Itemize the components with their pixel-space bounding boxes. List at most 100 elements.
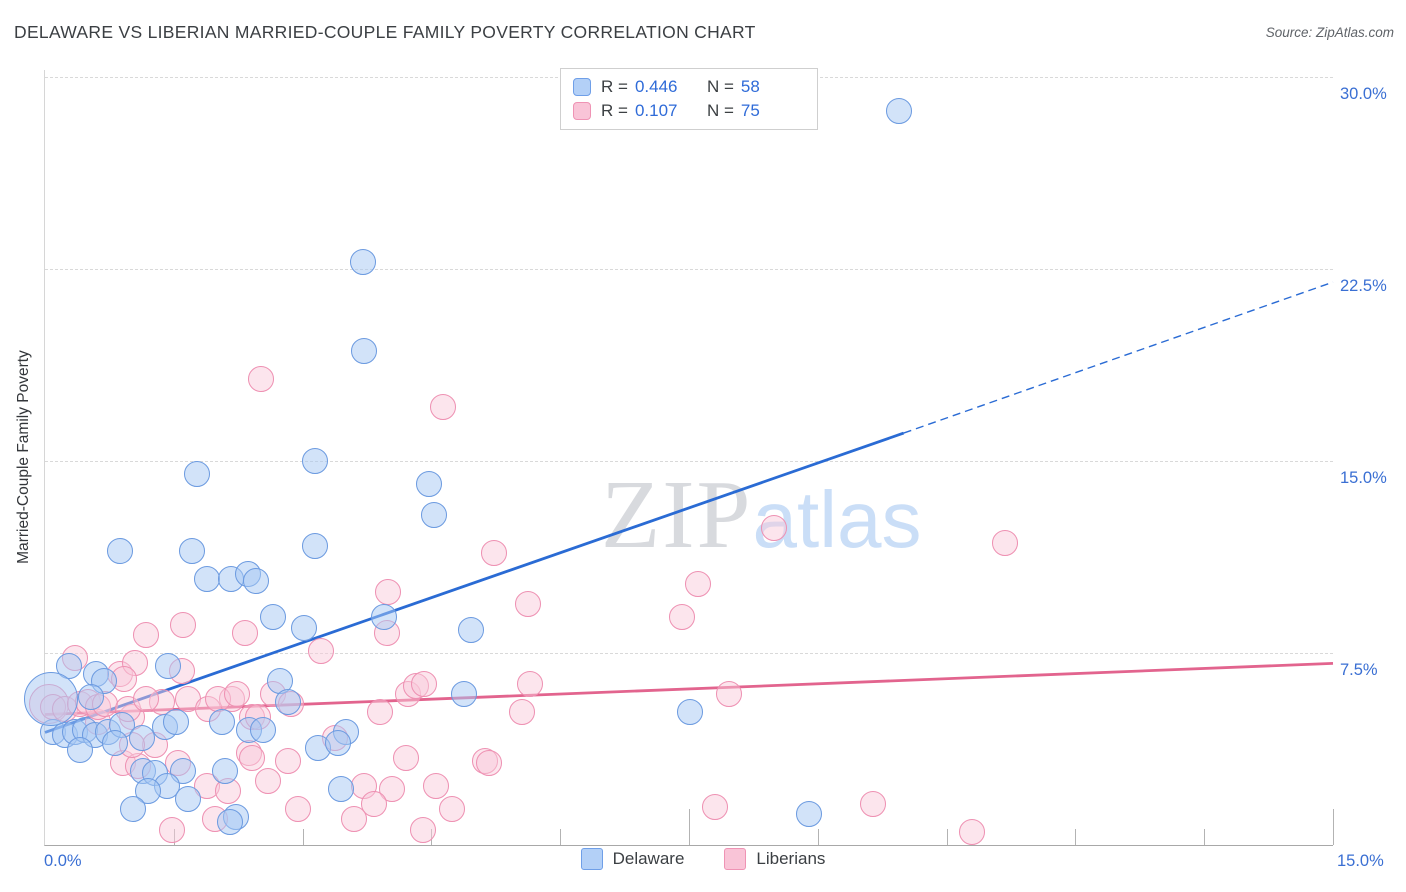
- r-label: R =: [601, 77, 628, 96]
- gridline-7.5%: [45, 653, 1333, 655]
- data-point-liberians: [422, 773, 449, 800]
- page-title: DELAWARE VS LIBERIAN MARRIED-COUPLE FAMI…: [14, 22, 756, 42]
- data-point-liberians: [958, 819, 985, 846]
- data-point-liberians: [859, 791, 886, 818]
- legend-item-delaware: Delaware: [580, 848, 685, 870]
- data-point-liberians: [515, 591, 542, 618]
- y-tick-label: 22.5%: [1340, 277, 1387, 296]
- data-point-delaware: [371, 604, 398, 631]
- data-point-delaware: [67, 737, 94, 764]
- x-tick: [946, 829, 948, 845]
- source-attribution: Source: ZipAtlas.com: [1265, 25, 1394, 40]
- delaware-swatch-icon: [573, 78, 591, 96]
- x-tick: [560, 829, 562, 845]
- data-point-delaware: [250, 716, 277, 743]
- data-point-liberians: [439, 796, 465, 823]
- data-point-delaware: [162, 709, 189, 736]
- data-point-delaware: [178, 537, 205, 564]
- liberians-swatch-icon: [724, 848, 747, 870]
- data-point-liberians: [232, 619, 259, 646]
- data-point-delaware: [120, 796, 147, 823]
- delaware-swatch-icon: [580, 848, 603, 870]
- data-point-liberians: [133, 686, 160, 713]
- legend-label-delaware: Delaware: [612, 849, 685, 868]
- data-point-delaware: [102, 729, 129, 756]
- data-point-liberians: [170, 611, 197, 638]
- n-value-liberians: 75: [740, 101, 760, 120]
- legend-item-liberians: Liberians: [724, 848, 825, 870]
- r-value-liberians: 0.107: [634, 101, 678, 120]
- plot-area: ZIP atlas: [24, 70, 1334, 846]
- data-point-delaware: [351, 338, 378, 365]
- data-point-liberians: [341, 806, 368, 833]
- data-point-liberians: [366, 698, 393, 725]
- data-point-delaware: [676, 698, 703, 725]
- data-point-delaware: [183, 461, 210, 487]
- n-label: N =: [706, 77, 734, 96]
- data-point-delaware: [451, 681, 478, 708]
- data-point-delaware: [415, 471, 442, 498]
- data-point-delaware: [301, 448, 328, 475]
- r-label: R =: [601, 101, 628, 120]
- data-point-liberians: [374, 578, 401, 605]
- x-tick: [1075, 829, 1077, 845]
- data-point-liberians: [430, 394, 457, 421]
- n-label: N =: [706, 101, 734, 120]
- r-value-delaware: 0.446: [634, 77, 678, 96]
- x-axis-min-label: 0.0%: [44, 852, 82, 870]
- data-point-liberians: [716, 681, 743, 708]
- data-point-delaware: [194, 565, 221, 592]
- data-point-delaware: [420, 501, 447, 528]
- y-tick-label: 15.0%: [1340, 469, 1387, 488]
- data-point-delaware: [328, 775, 355, 802]
- data-point-liberians: [159, 816, 186, 843]
- data-point-delaware: [212, 757, 239, 784]
- data-point-liberians: [410, 670, 437, 697]
- data-point-delaware: [24, 672, 79, 727]
- series-legend: Delaware Liberians: [0, 848, 1406, 870]
- data-point-delaware: [175, 785, 202, 812]
- data-point-liberians: [685, 571, 712, 598]
- data-point-liberians: [393, 745, 420, 771]
- data-point-delaware: [291, 614, 318, 641]
- n-value-delaware: 58: [740, 77, 760, 96]
- data-point-liberians: [761, 514, 787, 541]
- data-point-delaware: [208, 709, 235, 736]
- data-point-delaware: [106, 537, 133, 564]
- data-point-liberians: [475, 750, 502, 777]
- legend-label-liberians: Liberians: [756, 849, 826, 868]
- data-point-liberians: [255, 768, 282, 795]
- liberians-swatch-icon: [573, 102, 591, 120]
- data-point-liberians: [508, 698, 535, 725]
- legend-row-liberians: R = 0.107 N = 75: [573, 101, 807, 121]
- data-point-delaware: [349, 248, 376, 275]
- data-point-liberians: [360, 791, 387, 818]
- data-point-liberians: [517, 670, 544, 697]
- gridline-15.0%: [45, 461, 1333, 463]
- correlation-legend: R = 0.446 N = 58 R = 0.107 N = 75: [560, 68, 818, 130]
- data-point-delaware: [154, 652, 181, 679]
- data-point-delaware: [885, 97, 912, 124]
- data-point-liberians: [224, 681, 251, 708]
- x-tick: [1333, 809, 1334, 845]
- data-point-delaware: [260, 604, 287, 631]
- data-point-delaware: [129, 724, 156, 751]
- legend-row-delaware: R = 0.446 N = 58: [573, 77, 807, 97]
- data-point-liberians: [133, 622, 160, 649]
- y-tick-label: 7.5%: [1340, 661, 1378, 680]
- data-point-liberians: [275, 747, 301, 774]
- y-tick-label: 30.0%: [1340, 85, 1387, 104]
- data-point-liberians: [285, 796, 312, 823]
- data-point-delaware: [324, 729, 351, 756]
- data-point-delaware: [796, 801, 823, 828]
- data-point-liberians: [701, 793, 728, 820]
- data-point-delaware: [301, 532, 328, 559]
- data-point-delaware: [457, 617, 484, 644]
- x-tick: [817, 829, 819, 845]
- data-point-delaware: [243, 568, 270, 595]
- x-tick: [1204, 829, 1206, 845]
- x-tick: [689, 809, 690, 845]
- data-point-liberians: [481, 540, 508, 567]
- data-point-liberians: [991, 530, 1018, 557]
